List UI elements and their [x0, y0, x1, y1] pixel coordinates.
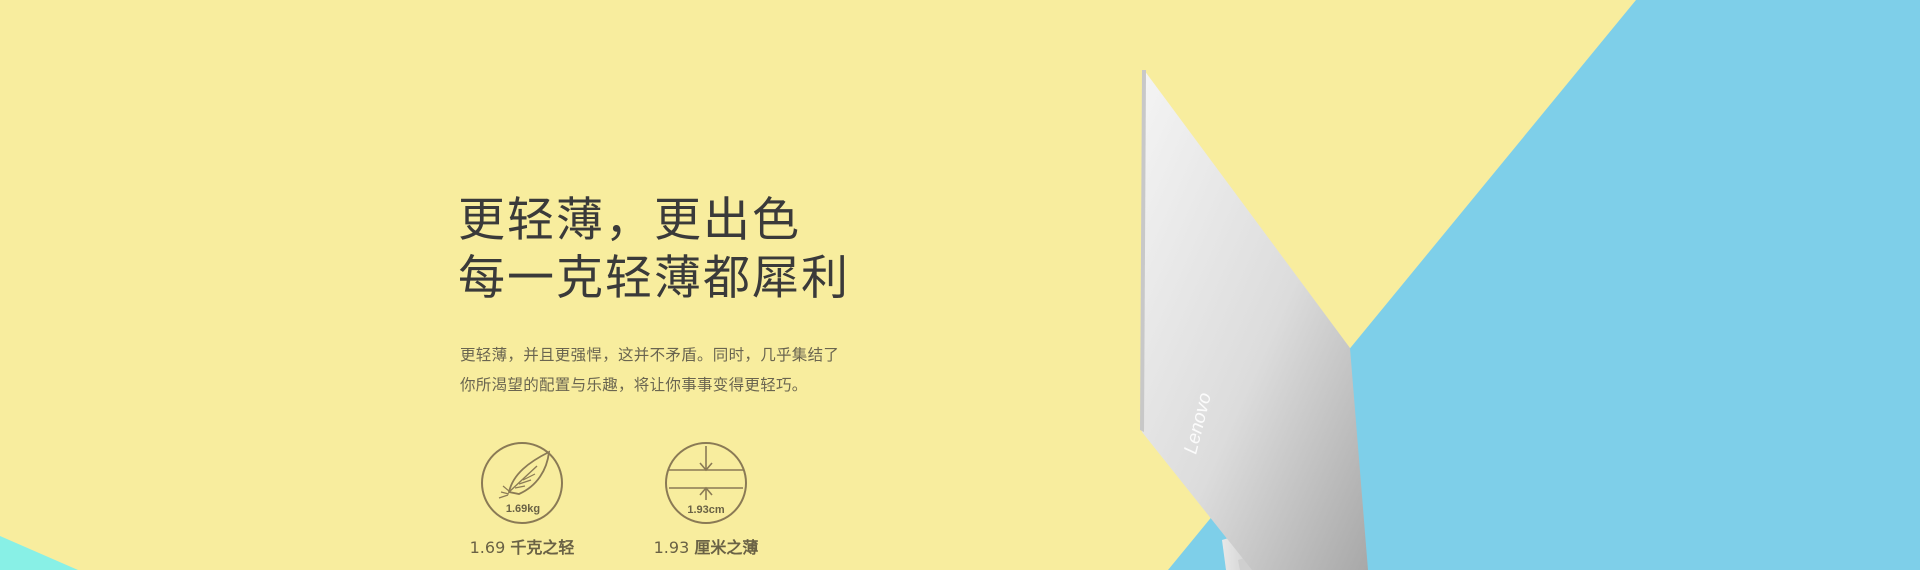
laptop-lid — [1142, 70, 1368, 570]
laptop-lid-edge — [1140, 70, 1146, 432]
weight-value: 1.69 — [469, 538, 506, 557]
hero-headline: 更轻薄，更出色 每一克轻薄都犀利 — [458, 192, 850, 308]
feature-weight: 1.69kg 1.69 千克之轻 — [462, 440, 582, 558]
thickness-icon: 1.93cm — [665, 442, 747, 524]
thickness-badge-text: 1.93cm — [687, 504, 725, 516]
headline-line-1: 更轻薄，更出色 — [458, 193, 801, 248]
cyan-corner-shape — [0, 536, 78, 570]
headline-line-2: 每一克轻薄都犀利 — [458, 251, 850, 306]
weight-badge-text: 1.69kg — [506, 503, 540, 515]
description-line-2: 你所渴望的配置与乐趣，将让你事事变得更轻巧。 — [460, 376, 808, 394]
thickness-value: 1.93 — [653, 538, 690, 557]
hero-description: 更轻薄，并且更强悍，这并不矛盾。同时，几乎集结了 你所渴望的配置与乐趣，将让你事… — [460, 340, 839, 400]
description-line-1: 更轻薄，并且更强悍，这并不矛盾。同时，几乎集结了 — [460, 346, 840, 364]
weight-caption: 1.69 千克之轻 — [462, 534, 582, 558]
weight-label: 千克之轻 — [510, 538, 575, 557]
thickness-label: 厘米之薄 — [694, 538, 759, 557]
thickness-caption: 1.93 厘米之薄 — [646, 534, 766, 558]
feature-thickness: 1.93cm 1.93 厘米之薄 — [646, 440, 766, 558]
feather-icon: 1.69kg — [481, 442, 563, 524]
